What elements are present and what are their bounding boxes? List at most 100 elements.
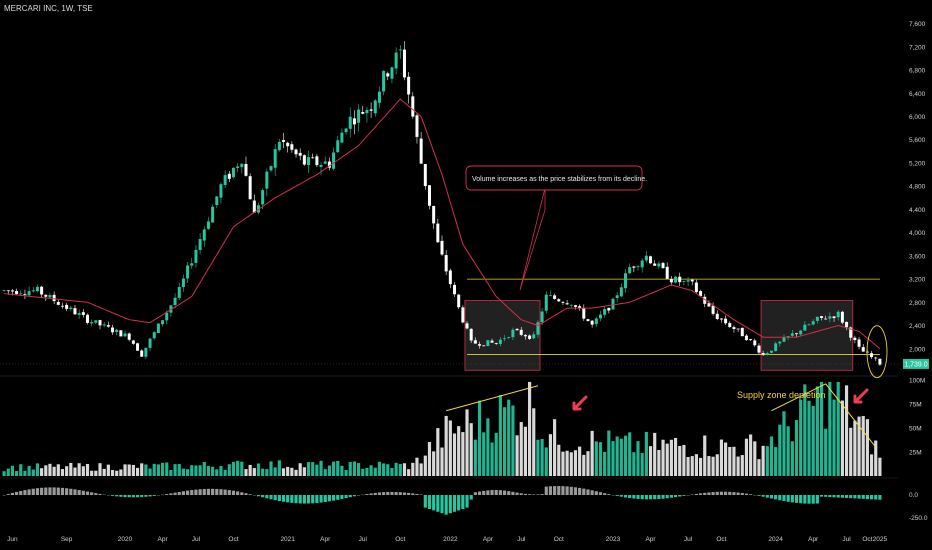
- oscillator-bar: [256, 495, 261, 497]
- volume-bar: [165, 462, 169, 476]
- x-tick-label: Apr: [645, 536, 656, 543]
- volume-bar: [60, 469, 65, 476]
- x-tick-label: Oct: [716, 536, 726, 543]
- candle-body: [294, 149, 298, 155]
- volume-bar: [386, 464, 390, 476]
- volume-bar: [536, 439, 540, 476]
- oscillator-bar: [444, 495, 448, 515]
- candle-body: [740, 327, 744, 337]
- arrow-icon: [572, 395, 588, 411]
- oscillator-bar: [365, 494, 369, 495]
- candle-body: [828, 316, 832, 319]
- oscillator-bar: [15, 491, 19, 495]
- candle-body: [694, 282, 698, 292]
- volume-bar: [352, 461, 357, 476]
- volume-bar: [23, 470, 27, 476]
- volume-bar: [411, 462, 415, 476]
- candle-body: [227, 173, 231, 179]
- oscillator-bar: [348, 495, 352, 498]
- oscillator-bar: [661, 495, 665, 499]
- price-tick-label: 5,200: [909, 160, 926, 167]
- volume-bar: [361, 468, 365, 476]
- candle-body: [753, 340, 757, 346]
- x-tick-label: 2024: [768, 536, 783, 543]
- candle-body: [636, 266, 640, 268]
- volume-bar: [519, 422, 523, 476]
- volume-annotations: Supply zone depletion: [446, 383, 877, 448]
- oscillator-bar: [799, 495, 803, 504]
- volume-bar: [753, 441, 757, 476]
- volume-bar: [244, 469, 248, 476]
- oscillator-bar: [52, 487, 56, 495]
- oscillator-bar: [836, 495, 840, 498]
- candle-body: [190, 263, 194, 266]
- volume-bar: [294, 469, 298, 476]
- volume-bar: [311, 462, 315, 476]
- volume-bar: [402, 463, 407, 476]
- price-tick-label: 6,000: [909, 114, 926, 121]
- volume-bar: [323, 469, 327, 476]
- volume-bar: [452, 433, 457, 476]
- candle-body: [674, 276, 678, 283]
- oscillator-bar: [536, 494, 540, 495]
- volume-bar: [240, 461, 244, 476]
- oscillator-bar: [673, 495, 678, 498]
- candle-body: [840, 311, 844, 323]
- oscillator-bar: [290, 495, 294, 503]
- oscillator-bar: [69, 488, 73, 495]
- candle-body: [411, 96, 415, 117]
- candle-body: [236, 166, 240, 168]
- oscillator-bar: [135, 495, 140, 498]
- volume-bar: [69, 462, 73, 476]
- volume-bar: [177, 464, 181, 476]
- candle-body: [515, 328, 519, 331]
- volume-bar: [248, 464, 252, 476]
- volume-bar: [327, 465, 331, 476]
- oscillator-bar: [327, 495, 331, 502]
- oscillator-bar: [269, 495, 273, 500]
- candle-body: [790, 333, 794, 336]
- volume-bar: [707, 456, 711, 476]
- oscillator-bar: [44, 487, 48, 495]
- volume-bar: [532, 408, 536, 476]
- oscillator-bar: [557, 486, 561, 495]
- candle-body: [836, 311, 840, 318]
- consolidation-zones: [464, 300, 854, 371]
- volume-bar: [56, 464, 60, 476]
- volume-bar: [432, 451, 436, 476]
- volume-bar: [607, 430, 611, 476]
- oscillator-bar: [874, 495, 878, 500]
- last-price-label: 1,739.0: [904, 361, 927, 368]
- oscillator-bar: [469, 495, 473, 500]
- candle-body: [398, 49, 402, 51]
- volume-trend-line: [446, 385, 539, 412]
- volume-bar: [799, 399, 803, 476]
- oscillator-bar: [728, 491, 732, 495]
- volume-bar: [156, 464, 160, 476]
- candle-body: [824, 318, 828, 320]
- volume-bar: [698, 457, 703, 476]
- candle-body: [336, 140, 340, 153]
- oscillator-bar: [219, 489, 223, 495]
- candle-body: [728, 323, 732, 328]
- oscillator-bar: [594, 491, 598, 495]
- oscillator-bar: [824, 495, 828, 497]
- last-price-tag: [903, 358, 929, 369]
- volume-bar: [398, 463, 402, 476]
- oscillator-bar: [502, 490, 507, 495]
- volume-bar: [874, 440, 878, 476]
- chart-title: MERCARI INC, 1W, TSE: [4, 4, 93, 13]
- candle-body: [465, 323, 469, 329]
- volume-bar: [131, 464, 135, 476]
- oscillator-bar: [774, 495, 778, 500]
- volume-bar: [636, 441, 640, 476]
- annotations: Volume increases as the price stabilizes…: [465, 165, 888, 379]
- price-tick-label: 4,000: [909, 230, 926, 237]
- volume-bar: [815, 386, 819, 476]
- oscillator-bar: [644, 495, 648, 500]
- oscillator-bar: [31, 488, 35, 495]
- candle-body: [327, 161, 331, 168]
- oscillator-bar: [277, 495, 281, 501]
- oscillator-bar: [640, 495, 644, 500]
